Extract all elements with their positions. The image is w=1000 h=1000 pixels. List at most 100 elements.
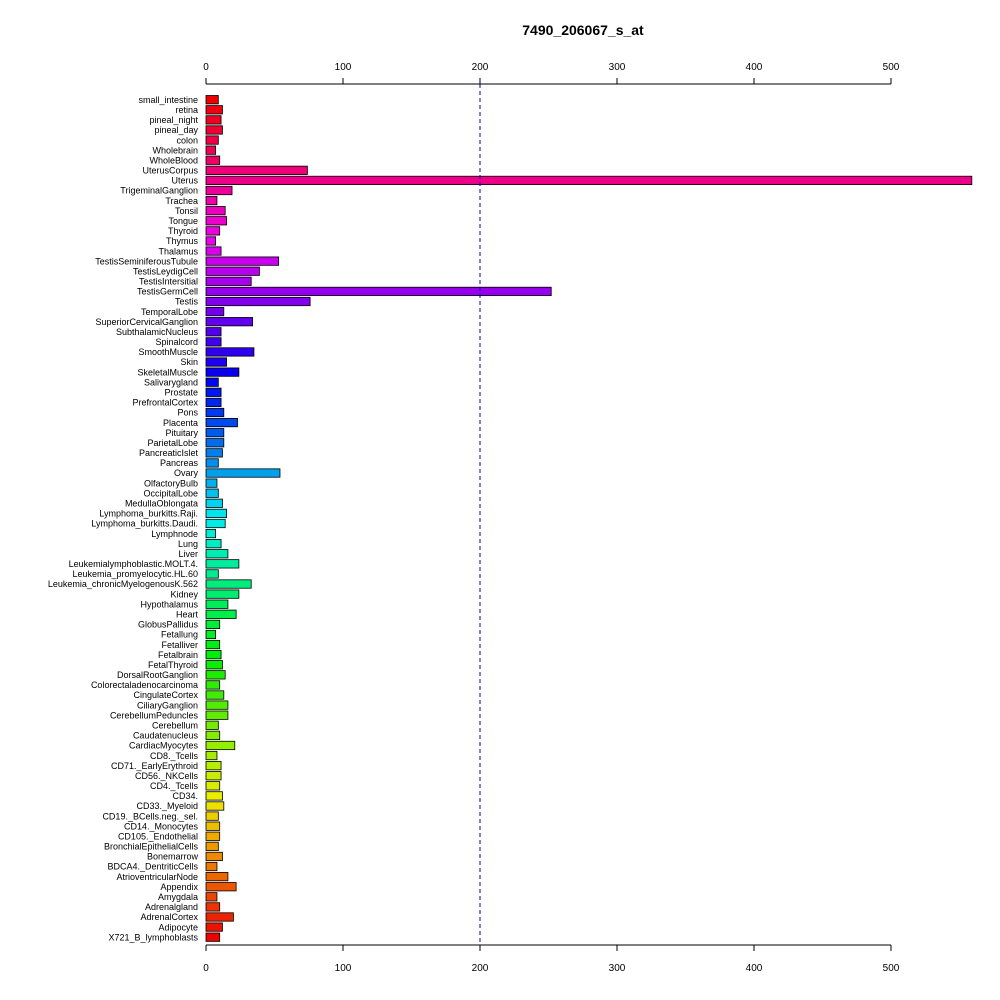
tick-label: 400 (746, 62, 763, 73)
bar-CD4._Tcells (205, 781, 221, 791)
bar-TestisLeydigCell (205, 266, 260, 276)
category-label: TemporalLobe (141, 307, 198, 317)
bar-Bonemarrow (205, 851, 223, 862)
category-label: Colorectaladenocarcinoma (91, 680, 198, 690)
category-label: TestisGermCell (137, 287, 198, 297)
bar-CD105._Endothelial (205, 831, 221, 841)
bar-colon (205, 135, 219, 145)
bar-Thyroid (205, 226, 221, 236)
category-label: AdrenalCortex (140, 912, 198, 922)
category-label: Cerebellum (152, 720, 198, 730)
category-label: CD19._BCells.neg._sel. (102, 811, 198, 821)
category-label: GlobusPallidus (138, 620, 199, 630)
category-label: MedullaOblongata (125, 499, 198, 509)
bar-pineal_day (205, 125, 223, 135)
bar-Caudatenucleus (205, 730, 221, 740)
bar-Thymus (205, 236, 216, 246)
category-label: Pituitary (165, 428, 198, 438)
category-label: Lymphoma_burkitts.Daudi. (91, 519, 198, 529)
category-label: FetalThyroid (148, 660, 198, 670)
bar-Spinalcord (205, 337, 222, 347)
bar-WholeBlood (205, 155, 221, 165)
bar-Tongue (205, 216, 227, 226)
bar-Fetallung (205, 629, 216, 640)
bar-Kidney (205, 589, 240, 599)
category-label: OlfactoryBulb (144, 478, 198, 488)
bar-Lymphnode (205, 528, 216, 539)
bar-OccipitalLobe (205, 488, 219, 498)
category-label: Tongue (168, 216, 198, 226)
category-labels: small_intestineretinapineal_nightpineal_… (48, 95, 199, 942)
bar-Lung (205, 539, 222, 549)
bar-CD34. (205, 791, 223, 801)
category-label: DorsalRootGanglion (117, 670, 198, 680)
category-label: Placenta (163, 418, 198, 428)
category-label: PrefrontalCortex (132, 398, 198, 408)
bar-BronchialEpithelialCells (205, 841, 219, 851)
category-label: SubthalamicNucleus (116, 327, 199, 337)
bar-Adipocyte (205, 922, 223, 932)
category-label: Thymus (166, 236, 199, 246)
category-label: CD56._NKCells (135, 771, 199, 781)
bar-Prostate (205, 387, 222, 397)
category-label: Appendix (160, 882, 198, 892)
category-label: Lymphoma_burkitts.Raji. (99, 509, 198, 519)
category-label: X721_B_lymphoblasts (108, 932, 198, 942)
category-label: CD33._Myeloid (136, 801, 198, 811)
bar-TemporalLobe (205, 306, 225, 317)
category-label: Uterus (171, 176, 198, 186)
category-label: Thalamus (158, 246, 198, 256)
category-label: TestisLeydigCell (133, 266, 198, 276)
bar-Tonsil (205, 206, 226, 216)
category-label: CD71._EarlyErythroid (111, 761, 198, 771)
category-label: Tonsil (175, 206, 198, 216)
bar-CD19._BCells.neg._sel. (205, 811, 219, 821)
bar-OlfactoryBulb (205, 478, 218, 488)
bar-Hypothalamus (205, 599, 229, 609)
bottom-x-axis: 0 100 200 300 400 500 (203, 944, 900, 974)
chart-title: 7490_206067_s_at (522, 22, 644, 38)
tick-label: 500 (883, 62, 900, 73)
category-label: CiliaryGanglion (137, 700, 198, 710)
bar-Ovary (205, 468, 281, 478)
category-label: Ovary (174, 468, 199, 478)
bar-Fetalliver (205, 639, 221, 650)
category-label: pineal_night (149, 115, 198, 125)
category-label: Liver (178, 549, 198, 559)
category-label: Adrenalgland (145, 902, 198, 912)
bar-Leukemialymphoblastic.MOLT.4. (205, 559, 240, 569)
tick-label: 300 (609, 963, 626, 974)
tick-label: 300 (609, 62, 626, 73)
category-label: Lung (178, 539, 198, 549)
category-label: Amygdala (158, 892, 198, 902)
bar-retina (205, 105, 223, 115)
bar-CingulateCortex (205, 690, 225, 700)
category-label: retina (175, 105, 198, 115)
category-label: Pancreas (160, 458, 199, 468)
category-label: Heart (176, 609, 199, 619)
bar-X721_B_lymphoblasts (205, 932, 221, 942)
bar-pineal_night (205, 115, 222, 125)
category-label: Fetalbrain (158, 650, 198, 660)
category-label: CD105._Endothelial (118, 831, 198, 841)
category-label: small_intestine (138, 95, 198, 105)
category-label: Kidney (170, 589, 198, 599)
category-label: OccipitalLobe (143, 488, 198, 498)
category-label: SkeletalMuscle (137, 367, 198, 377)
bar-Appendix (205, 882, 237, 892)
category-label: PancreaticIslet (139, 448, 199, 458)
bar-Uterus (205, 175, 973, 186)
category-label: Leukemia_chronicMyelogenousK.562 (48, 579, 198, 589)
bar-SkeletalMuscle (205, 367, 240, 377)
bar-Fetalbrain (205, 650, 222, 660)
bar-Testis (205, 296, 311, 307)
bar-TrigeminalGanglion (205, 185, 233, 196)
category-label: Salivarygland (144, 377, 198, 387)
bar-TestisIntersitial (205, 276, 252, 286)
category-label: CD14._Monocytes (124, 821, 199, 831)
category-label: TestisSeminiferousTubule (95, 256, 198, 266)
bar-CD71._EarlyErythroid (205, 761, 222, 771)
category-label: Fetalliver (161, 640, 198, 650)
category-label: CerebellumPeduncles (110, 710, 199, 720)
